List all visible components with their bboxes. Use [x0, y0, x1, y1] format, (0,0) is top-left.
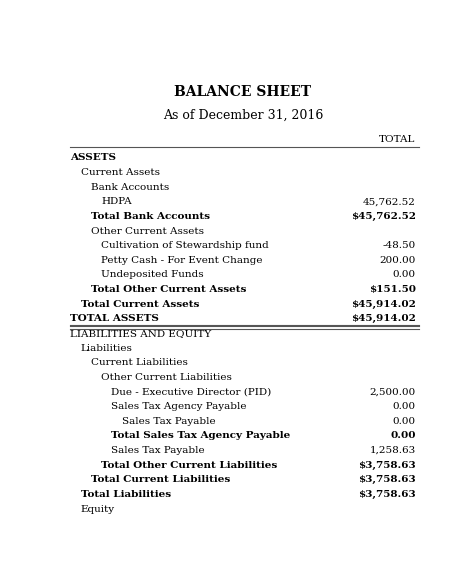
- Text: Cultivation of Stewardship fund: Cultivation of Stewardship fund: [101, 241, 269, 250]
- Text: $3,758.63: $3,758.63: [358, 490, 416, 499]
- Text: Petty Cash - For Event Change: Petty Cash - For Event Change: [101, 256, 263, 265]
- Text: LIABILITIES AND EQUITY: LIABILITIES AND EQUITY: [70, 329, 211, 338]
- Text: Current Assets: Current Assets: [81, 168, 160, 177]
- Text: 0.00: 0.00: [392, 402, 416, 411]
- Text: Total Sales Tax Agency Payable: Total Sales Tax Agency Payable: [111, 431, 291, 441]
- Text: Current Liabilities: Current Liabilities: [91, 358, 188, 367]
- Text: Total Current Liabilities: Total Current Liabilities: [91, 475, 230, 484]
- Text: TOTAL: TOTAL: [379, 135, 416, 144]
- Text: $3,758.63: $3,758.63: [358, 475, 416, 484]
- Text: Due - Executive Director (PID): Due - Executive Director (PID): [111, 388, 272, 396]
- Text: $45,762.52: $45,762.52: [351, 212, 416, 221]
- Text: $45,914.02: $45,914.02: [351, 314, 416, 323]
- Text: 0.00: 0.00: [392, 417, 416, 426]
- Text: 2,500.00: 2,500.00: [369, 388, 416, 396]
- Text: Total Other Current Assets: Total Other Current Assets: [91, 285, 246, 294]
- Text: Other Current Liabilities: Other Current Liabilities: [101, 373, 232, 382]
- Text: Total Bank Accounts: Total Bank Accounts: [91, 212, 210, 221]
- Text: Equity: Equity: [81, 505, 115, 514]
- Text: ASSETS: ASSETS: [70, 153, 116, 162]
- Text: Bank Accounts: Bank Accounts: [91, 183, 169, 192]
- Text: BALANCE SHEET: BALANCE SHEET: [174, 85, 311, 98]
- Text: TOTAL ASSETS: TOTAL ASSETS: [70, 314, 159, 323]
- Text: $3,758.63: $3,758.63: [358, 461, 416, 470]
- Text: As of December 31, 2016: As of December 31, 2016: [163, 109, 323, 122]
- Text: $151.50: $151.50: [369, 285, 416, 294]
- Text: 1,258.63: 1,258.63: [369, 446, 416, 455]
- Text: 0.00: 0.00: [392, 271, 416, 279]
- Text: Undeposited Funds: Undeposited Funds: [101, 271, 204, 279]
- Text: -48.50: -48.50: [383, 241, 416, 250]
- Text: Total Current Assets: Total Current Assets: [81, 300, 199, 309]
- Text: $45,914.02: $45,914.02: [351, 300, 416, 309]
- Text: HDPA: HDPA: [101, 198, 132, 206]
- Text: Liabilities: Liabilities: [81, 344, 132, 353]
- Text: Sales Tax Payable: Sales Tax Payable: [111, 446, 205, 455]
- Text: 45,762.52: 45,762.52: [363, 198, 416, 206]
- Text: Sales Tax Payable: Sales Tax Payable: [122, 417, 215, 426]
- Text: Other Current Assets: Other Current Assets: [91, 226, 204, 236]
- Text: 0.00: 0.00: [390, 431, 416, 441]
- Text: Total Other Current Liabilities: Total Other Current Liabilities: [101, 461, 277, 470]
- Text: Sales Tax Agency Payable: Sales Tax Agency Payable: [111, 402, 247, 411]
- Text: 200.00: 200.00: [379, 256, 416, 265]
- Text: Total Liabilities: Total Liabilities: [81, 490, 171, 499]
